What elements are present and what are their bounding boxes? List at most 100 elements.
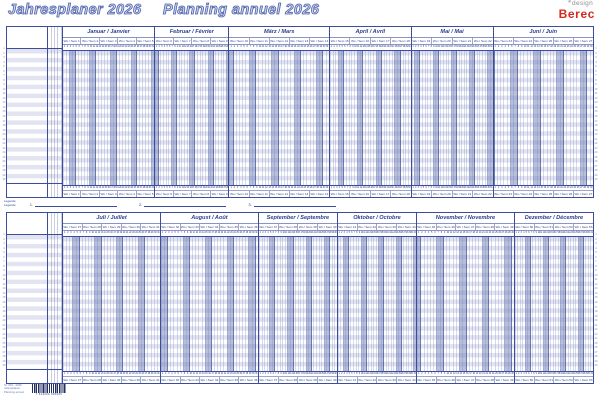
month-body — [514, 236, 593, 371]
weekend-day-column — [72, 236, 76, 371]
week-cell: Wo / Sem 24 — [512, 38, 533, 44]
day-number: 20 — [381, 185, 384, 189]
day-column — [80, 50, 84, 185]
day-number: 27 — [313, 185, 316, 189]
day-column — [516, 50, 520, 185]
day-number: 24 — [130, 185, 134, 189]
day-number: 31 — [490, 45, 493, 48]
day-number: 20 — [385, 371, 389, 375]
weekend-day-column — [274, 50, 278, 185]
row-number: 15 — [594, 296, 598, 300]
weekend-day-column — [182, 236, 186, 371]
day-column — [358, 236, 361, 371]
row-number: 28 — [594, 355, 598, 359]
day-number: 3 — [161, 45, 163, 48]
weekend-day-column — [489, 50, 493, 185]
day-number: 24 — [135, 231, 138, 234]
day-column — [131, 236, 135, 371]
weekend-day-column — [414, 50, 417, 185]
weekend-day-column — [435, 50, 438, 185]
day-number: 28 — [147, 371, 151, 375]
week-header-row: Wo / Sem 37 Wo / Sem 38 Wo / Sem 39 Wo / Se… — [258, 224, 337, 231]
weekend-day-column — [287, 236, 291, 371]
week-cell: Wo / Sem 36 — [238, 224, 258, 230]
day-number: 18 — [284, 45, 287, 48]
row-number: 12 — [594, 96, 598, 100]
week-cell: Wo / Sem 13 — [288, 191, 309, 197]
day-number-header-row: 1 2 3 4 5 6 7 8 9 10 11 12 13 14 15 16 17 18 19 20 21 22 23 24 2… — [63, 231, 160, 237]
narrow-columns-rows — [48, 48, 62, 183]
day-number: 23 — [212, 45, 216, 48]
day-number: 23 — [316, 231, 319, 234]
day-number: 15 — [107, 371, 110, 375]
row-number: 7 — [3, 260, 5, 264]
day-number: 26 — [498, 371, 501, 375]
week-cell: Wo / Sem 2 — [80, 38, 99, 44]
day-column — [299, 50, 303, 185]
day-number: 22 — [386, 45, 390, 48]
day-number: 4 — [346, 371, 348, 375]
weekend-day-column — [164, 236, 168, 371]
month-body — [493, 50, 593, 185]
day-column — [84, 236, 88, 371]
day-column — [514, 236, 518, 371]
row-number: 15 — [2, 296, 6, 300]
day-number: 29 — [586, 185, 590, 189]
day-number: 9 — [256, 45, 258, 48]
day-number: 13 — [545, 371, 548, 375]
day-column — [547, 236, 551, 371]
day-number: 31 — [590, 371, 593, 375]
day-number: 6 — [434, 371, 436, 375]
day-number: 8 — [430, 45, 432, 48]
day-column — [136, 50, 139, 185]
day-number: 22 — [226, 231, 230, 234]
row-number: 10 — [594, 273, 598, 277]
month-column: Oktober / Octobre Wo / Sem 41 Wo / Sem 42 W… — [336, 213, 417, 383]
day-number: 12 — [95, 45, 99, 48]
day-column — [310, 236, 314, 371]
day-number: 7 — [249, 45, 251, 48]
day-number: 28 — [245, 371, 249, 375]
day-number: 13 — [456, 231, 459, 234]
day-number: 2 — [66, 185, 68, 189]
day-column — [156, 236, 160, 371]
day-column — [364, 50, 368, 185]
day-number: 7 — [346, 185, 349, 189]
weekend-day-column — [363, 236, 366, 371]
day-number-footer-row: 1 2 3 4 5 6 7 8 9 10 11 12 13 14 15 16 17 18 19 20 21 22 23 24 2… — [160, 370, 258, 377]
day-number: 25 — [218, 185, 221, 189]
day-number: 23 — [488, 231, 492, 234]
week-cell: Wo / Sem 39 — [297, 224, 317, 230]
day-number: 11 — [437, 45, 441, 48]
day-column — [383, 236, 386, 371]
day-number: 5 — [243, 185, 245, 189]
month-column: September / Septembre Wo / Sem 37 Wo / Sem… — [257, 213, 337, 383]
day-number: 26 — [577, 231, 581, 234]
day-number: 28 — [482, 45, 485, 48]
row-number: 16 — [2, 300, 6, 304]
day-number: 22 — [226, 371, 230, 375]
row-number: 1 — [595, 47, 597, 50]
day-number: 25 — [138, 231, 141, 234]
day-number: 8 — [430, 185, 432, 189]
week-header-row: Wo / Sem 50 Wo / Sem 51 Wo / Sem 52 Wo / Se… — [514, 224, 593, 231]
day-column — [215, 50, 218, 185]
weekend-day-column — [248, 50, 252, 185]
day-number: 14 — [365, 185, 368, 189]
day-number: 13 — [268, 185, 271, 189]
day-number: 18 — [199, 45, 203, 48]
day-number: 4 — [267, 371, 269, 375]
day-column — [312, 50, 316, 185]
day-number: 1 — [494, 45, 496, 48]
day-number: 17 — [300, 231, 304, 234]
day-number: 27 — [144, 371, 148, 375]
day-column — [555, 236, 558, 371]
day-number: 2 — [165, 371, 167, 375]
row-numbers-right: 1 2 3 4 5 6 7 8 9 10 11 12 13 14 15 16 17 18 19 20 21 22 23 24 2… — [594, 212, 598, 368]
row-number: 25 — [594, 155, 598, 159]
day-number: 9 — [443, 371, 446, 375]
week-cell: Wo / Sem 26 — [552, 38, 573, 44]
day-number: 23 — [566, 45, 570, 48]
day-column — [176, 236, 180, 371]
day-column — [370, 236, 374, 371]
